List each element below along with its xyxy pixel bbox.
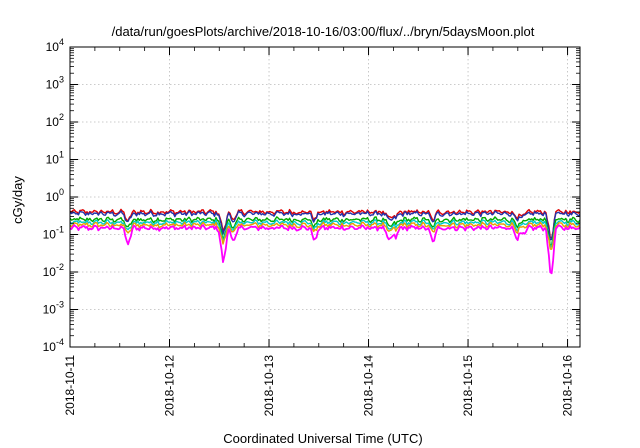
series-line-1 — [69, 210, 581, 241]
y-axis-label: cGy/day — [10, 176, 25, 224]
y-tick-label: 101 — [46, 150, 64, 167]
y-tick-label: 10-1 — [43, 225, 64, 242]
x-tick-label: 2018-10-16 — [561, 355, 575, 417]
series-line-4 — [69, 221, 581, 250]
y-tick-label: 104 — [46, 37, 64, 54]
axis-ticks — [69, 46, 580, 348]
series-line-3 — [69, 219, 581, 248]
x-tick-label: 2018-10-15 — [461, 355, 475, 417]
y-tick-label: 100 — [46, 187, 64, 204]
series-line-2 — [69, 216, 581, 246]
data-series — [69, 208, 581, 275]
y-tick-label: 10-2 — [43, 262, 64, 279]
x-tick-label: 2018-10-11 — [63, 355, 77, 416]
series-line-5 — [69, 224, 581, 275]
y-tick-labels: 10-4 10-3 10-2 10-1 100 101 102 103 104 — [43, 37, 64, 354]
chart-title: /data/run/goesPlots/archive/2018-10-16/0… — [112, 24, 535, 39]
grid — [70, 47, 580, 347]
x-tick-label: 2018-10-14 — [362, 355, 376, 417]
y-tick-label: 103 — [46, 75, 64, 92]
x-tick-label: 2018-10-13 — [262, 355, 276, 417]
y-tick-label: 102 — [46, 112, 64, 129]
x-tick-label: 2018-10-12 — [163, 355, 177, 417]
x-tick-labels: 2018-10-11 2018-10-12 2018-10-13 2018-10-14… — [63, 355, 575, 417]
y-tick-label: 10-3 — [43, 300, 64, 317]
y-tick-label: 10-4 — [43, 337, 64, 354]
x-axis-label: Coordinated Universal Time (UTC) — [223, 431, 422, 446]
